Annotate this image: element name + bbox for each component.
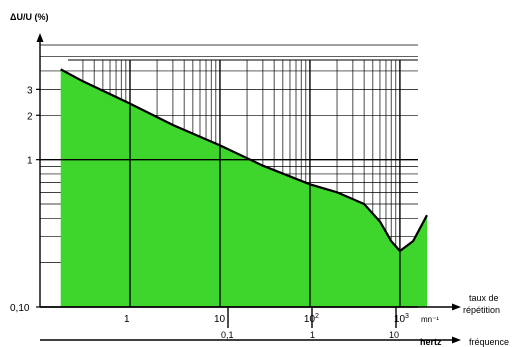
x-bottom-tick-label: 10 <box>389 330 399 340</box>
x-axis-top-label-line2: répétition <box>463 305 500 315</box>
x-tick-label: 1 <box>124 314 130 325</box>
x-tick-exponent: 2 <box>315 313 319 320</box>
x-tick-exponent: 3 <box>405 313 409 320</box>
x-axis-top-unit: mn⁻¹ <box>421 315 439 324</box>
x-tick-base: 1 <box>124 314 130 325</box>
x-bottom-tick-label: 1 <box>310 330 315 340</box>
y-axis-arrow <box>36 33 44 42</box>
x-bottom-tick-label: 0,1 <box>221 330 234 340</box>
x-axis-bottom-label: fréquence <box>469 337 509 347</box>
x-axis-arrow <box>452 303 461 311</box>
y-axis-label: ΔU/U (%) <box>10 12 48 22</box>
y-tick-label: 2 <box>27 111 33 122</box>
y-tick-label: 0,10 <box>10 303 30 314</box>
x-axis-bottom-unit: hertz <box>420 337 442 347</box>
x-tick-base: 10 <box>394 314 406 325</box>
axes <box>36 33 461 344</box>
y-tick-label: 1 <box>27 156 33 167</box>
x-tick-base: 10 <box>304 314 316 325</box>
data-line <box>60 68 428 253</box>
x-axis-top-label-line1: taux de <box>469 293 499 303</box>
x-tick-label: 103 <box>394 313 409 325</box>
x-axis-bottom-arrow <box>452 336 461 344</box>
area-fill <box>60 69 427 308</box>
x-tick-label: 102 <box>304 313 319 325</box>
x-tick-label: 10 <box>214 314 226 325</box>
y-tick-label: 3 <box>27 85 33 96</box>
x-tick-base: 10 <box>214 314 226 325</box>
